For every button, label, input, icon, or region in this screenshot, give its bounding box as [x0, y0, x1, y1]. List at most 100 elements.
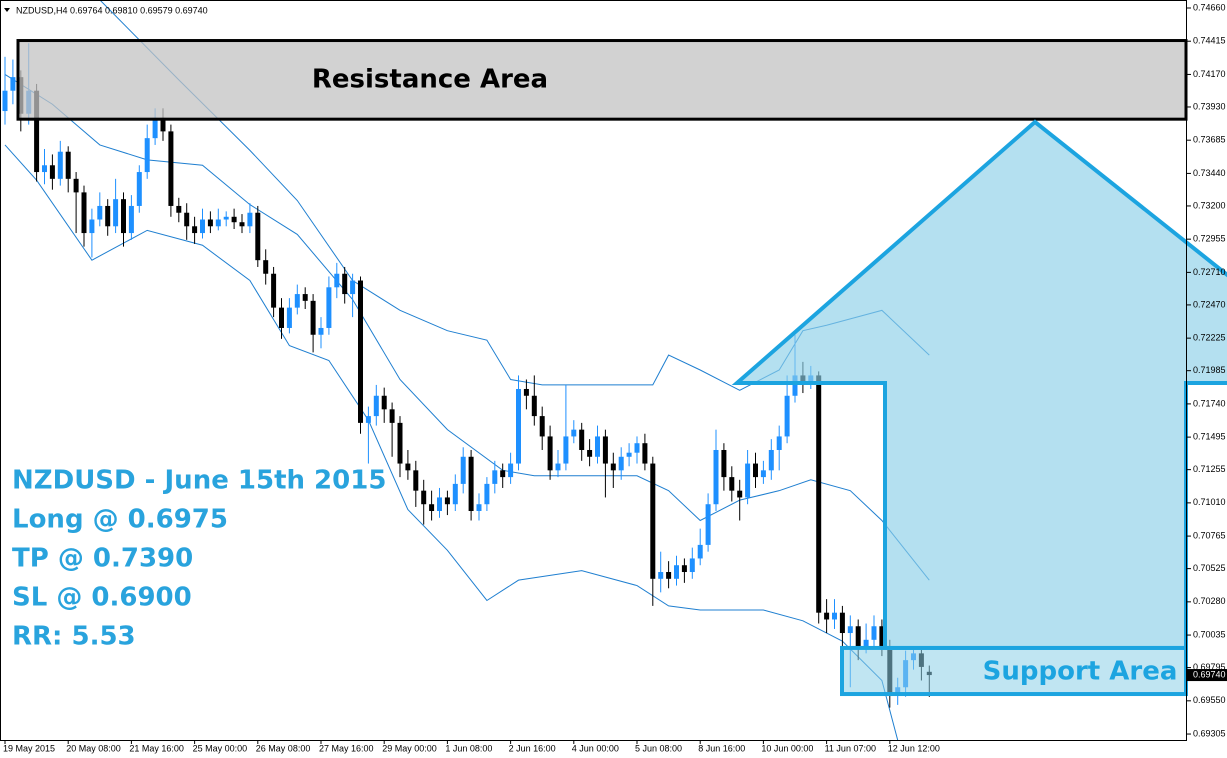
candle-body — [484, 483, 490, 505]
candle-body — [626, 452, 632, 457]
candle-body — [176, 205, 182, 213]
y-tick-label: 0.73685 — [1193, 135, 1226, 145]
x-tick-label: 11 Jun 07:00 — [825, 743, 876, 753]
candle-body — [49, 165, 55, 179]
y-tick-label: 0.72470 — [1193, 299, 1226, 309]
candle-body — [215, 219, 221, 227]
y-tick-label: 0.69550 — [1193, 695, 1226, 705]
candle-body — [318, 327, 324, 335]
candle-body — [444, 497, 450, 505]
candle-body — [231, 216, 237, 223]
support-label: Support Area — [983, 656, 1178, 686]
candle-body — [531, 395, 537, 417]
candle-body — [737, 490, 743, 498]
candle-body — [523, 388, 529, 396]
y-tick-label: 0.74415 — [1193, 36, 1226, 46]
x-tick-label: 1 Jun 08:00 — [445, 743, 492, 753]
candle-body — [128, 205, 134, 234]
candle-body — [405, 463, 411, 471]
candle-body — [247, 212, 253, 227]
candle-body — [610, 463, 616, 471]
bollinger-band — [4, 144, 899, 741]
candle-body — [381, 395, 387, 410]
x-tick-label: 5 Jun 08:00 — [635, 743, 682, 753]
candle-body — [816, 375, 822, 613]
candle-body — [294, 294, 300, 308]
candle-body — [500, 470, 506, 478]
candle-body — [492, 470, 498, 484]
x-tick-label: 21 May 16:00 — [129, 743, 184, 753]
candle-body — [460, 456, 466, 484]
candle-body — [57, 151, 63, 179]
candle-body — [184, 212, 190, 227]
candle-body — [847, 626, 853, 634]
candle-body — [745, 463, 751, 498]
candle-body — [468, 456, 474, 512]
current-price-label: 0.69740 — [1193, 669, 1226, 679]
bollinger-band — [4, 74, 930, 581]
candle-body — [547, 436, 553, 471]
candle-body — [508, 463, 514, 478]
candle-body — [824, 612, 830, 620]
y-tick-label: 0.72225 — [1193, 333, 1226, 343]
candle-body — [192, 226, 198, 234]
candle-body — [729, 477, 735, 491]
candle-body — [350, 280, 356, 295]
candle-body — [539, 416, 545, 437]
candle-body — [389, 409, 395, 423]
candle-body — [689, 558, 695, 573]
x-tick-label: 2 Jun 16:00 — [509, 743, 556, 753]
y-tick-label: 0.70765 — [1193, 530, 1226, 540]
trade-note: Long @ 0.6975 — [12, 505, 228, 535]
candle-body — [650, 463, 656, 579]
candle-body — [34, 90, 40, 173]
x-tick-label: 26 May 08:00 — [256, 743, 311, 753]
y-tick-label: 0.70280 — [1193, 596, 1226, 606]
x-tick-label: 19 May 2015 — [3, 743, 55, 753]
candle-body — [516, 388, 522, 464]
candle-body — [879, 626, 885, 647]
y-tick-label: 0.71740 — [1193, 398, 1226, 408]
candle-body — [121, 199, 127, 234]
candle-body — [839, 612, 845, 634]
candle-body — [373, 395, 379, 417]
y-tick-label: 0.73440 — [1193, 168, 1226, 178]
candle-body — [223, 216, 229, 220]
candle-body — [310, 300, 316, 335]
y-tick-label: 0.74660 — [1193, 2, 1226, 12]
trade-note: NZDUSD - June 15th 2015 — [12, 466, 386, 496]
candle-body — [721, 449, 727, 478]
y-tick-label: 0.71495 — [1193, 431, 1226, 441]
candle-body — [42, 165, 48, 173]
candle-body — [200, 219, 206, 234]
candle-body — [713, 449, 719, 505]
candle-body — [832, 612, 838, 620]
candle-body — [397, 422, 403, 464]
candle-body — [681, 565, 687, 573]
candle-body — [279, 307, 285, 328]
candle-body — [65, 151, 71, 179]
candle-body — [587, 449, 593, 457]
candle-body — [136, 172, 142, 206]
candle-body — [563, 436, 569, 464]
candle-body — [855, 626, 861, 647]
current-price-box — [1187, 669, 1227, 682]
candle-body — [342, 273, 348, 295]
resistance-zone — [16, 39, 1188, 121]
x-tick-label: 20 May 08:00 — [66, 743, 121, 753]
trade-note: TP @ 0.7390 — [12, 544, 193, 574]
support-zone — [840, 645, 1188, 697]
y-tick-label: 0.72955 — [1193, 234, 1226, 244]
candle-body — [160, 117, 166, 132]
y-tick-label: 0.71010 — [1193, 497, 1226, 507]
candle-body — [105, 205, 111, 227]
x-tick-label: 8 Jun 16:00 — [698, 743, 745, 753]
candle-body — [207, 219, 213, 227]
zones: Resistance Area Support Area — [16, 39, 1227, 697]
y-tick-label: 0.72710 — [1193, 267, 1226, 277]
candle-body — [365, 416, 371, 423]
header: NZDUSD,H4 0.69764 0.69810 0.69579 0.6974… — [16, 5, 208, 15]
candle-body — [571, 429, 577, 437]
candle-body — [666, 572, 672, 579]
